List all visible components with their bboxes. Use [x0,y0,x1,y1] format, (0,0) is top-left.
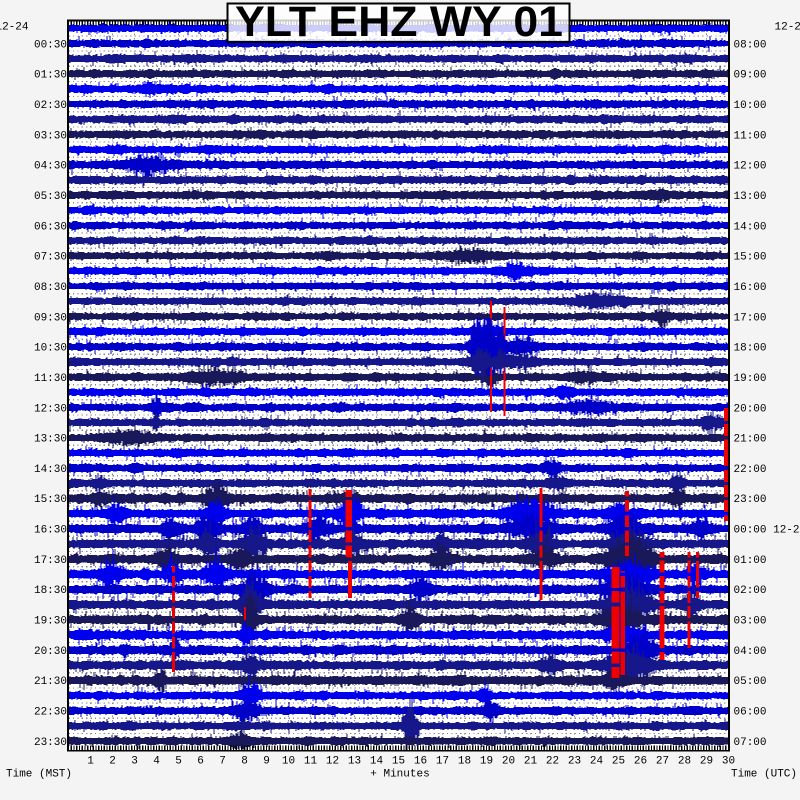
svg-text:07:00: 07:00 [734,737,767,749]
svg-text:21:30: 21:30 [34,676,67,688]
svg-text:05:00: 05:00 [734,676,767,688]
svg-text:21: 21 [524,756,538,768]
svg-text:10:30: 10:30 [34,343,67,355]
svg-text:03:00: 03:00 [734,616,767,628]
svg-text:01:30: 01:30 [34,70,67,82]
svg-text:10:00: 10:00 [734,100,767,112]
svg-text:12-25: 12-25 [775,22,800,34]
svg-text:00:30: 00:30 [34,39,67,51]
svg-text:16:30: 16:30 [34,525,67,537]
svg-text:02:30: 02:30 [34,100,67,112]
svg-text:23:00: 23:00 [734,494,767,506]
svg-text:07:30: 07:30 [34,252,67,264]
svg-text:14: 14 [370,756,384,768]
svg-text:02:00: 02:00 [734,585,767,597]
svg-text:12:30: 12:30 [34,403,67,415]
svg-text:30: 30 [722,756,735,768]
svg-text:19: 19 [480,756,493,768]
svg-text:09:00: 09:00 [734,70,767,82]
svg-text:08:30: 08:30 [34,282,67,294]
svg-text:22: 22 [546,756,559,768]
svg-text:04:30: 04:30 [34,161,67,173]
svg-text:20: 20 [502,756,515,768]
svg-text:17:00: 17:00 [734,312,767,324]
svg-text:17: 17 [436,756,449,768]
svg-text:21:00: 21:00 [734,434,767,446]
svg-text:23: 23 [568,756,581,768]
svg-text:19:00: 19:00 [734,373,767,385]
svg-text:15:30: 15:30 [34,494,67,506]
svg-text:29: 29 [700,756,713,768]
svg-text:18:30: 18:30 [34,585,67,597]
svg-text:03:30: 03:30 [34,130,67,142]
svg-text:25: 25 [612,756,625,768]
svg-text:22:30: 22:30 [34,707,67,719]
svg-text:09:30: 09:30 [34,312,67,324]
svg-text:15: 15 [392,756,405,768]
svg-text:26: 26 [634,756,647,768]
svg-text:27: 27 [656,756,669,768]
svg-text:4: 4 [153,756,160,768]
svg-text:11: 11 [304,756,318,768]
svg-text:17:30: 17:30 [34,555,67,567]
svg-text:12:00: 12:00 [734,161,767,173]
svg-text:13:00: 13:00 [734,191,767,203]
svg-text:9: 9 [263,756,270,768]
svg-text:15:00: 15:00 [734,252,767,264]
svg-text:22:00: 22:00 [734,464,767,476]
svg-text:05:30: 05:30 [34,191,67,203]
svg-text:16: 16 [414,756,427,768]
svg-text:14:30: 14:30 [34,464,67,476]
svg-text:13:30: 13:30 [34,434,67,446]
svg-text:11:00: 11:00 [734,130,767,142]
svg-text:01:00: 01:00 [734,555,767,567]
svg-text:8: 8 [241,756,248,768]
svg-text:12-24: 12-24 [0,22,29,34]
svg-text:10: 10 [282,756,295,768]
svg-text:13: 13 [348,756,361,768]
svg-text:20:30: 20:30 [34,646,67,658]
svg-text:28: 28 [678,756,691,768]
svg-text:5: 5 [175,756,182,768]
svg-text:11:30: 11:30 [34,373,67,385]
svg-text:04:00: 04:00 [734,646,767,658]
svg-text:YLT EHZ WY 01: YLT EHZ WY 01 [235,0,563,46]
svg-text:18: 18 [458,756,471,768]
svg-text:16:00: 16:00 [734,282,767,294]
svg-text:3: 3 [131,756,138,768]
svg-text:12: 12 [326,756,339,768]
svg-text:00:00 12-25: 00:00 12-25 [734,525,800,537]
svg-text:+ Minutes: + Minutes [370,769,429,781]
svg-text:06:00: 06:00 [734,707,767,719]
svg-text:24: 24 [590,756,604,768]
svg-text:Time (MST): Time (MST) [6,769,72,781]
svg-text:14:00: 14:00 [734,221,767,233]
svg-text:19:30: 19:30 [34,616,67,628]
svg-text:08:00: 08:00 [734,39,767,51]
svg-text:06:30: 06:30 [34,221,67,233]
svg-text:7: 7 [219,756,226,768]
svg-text:1: 1 [87,756,94,768]
svg-text:23:30: 23:30 [34,737,67,749]
svg-text:18:00: 18:00 [734,343,767,355]
svg-text:6: 6 [197,756,204,768]
svg-text:Time (UTC): Time (UTC) [731,769,797,781]
svg-text:2: 2 [109,756,116,768]
svg-text:20:00: 20:00 [734,403,767,415]
